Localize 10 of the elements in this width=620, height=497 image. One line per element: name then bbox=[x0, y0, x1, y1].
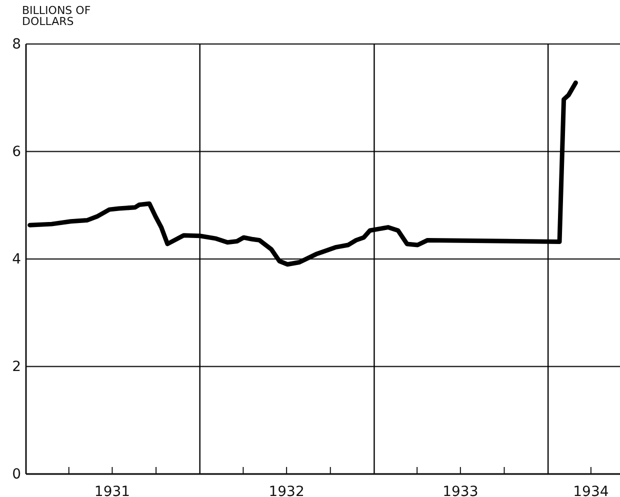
y-tick-label: 0 bbox=[12, 466, 21, 482]
y-tick-label: 6 bbox=[12, 144, 22, 160]
y-axis-title: BILLIONS OF DOLLARS bbox=[22, 4, 91, 28]
y-tick-label: 8 bbox=[12, 36, 21, 52]
x-tick-label: 1933 bbox=[442, 484, 478, 497]
x-tick-label: 1932 bbox=[268, 484, 304, 497]
y-tick-label: 2 bbox=[12, 358, 21, 375]
x-tick-label: 1931 bbox=[94, 484, 130, 497]
x-tick-label: 1934 bbox=[573, 484, 609, 497]
y-tick-label: 4 bbox=[12, 251, 22, 268]
